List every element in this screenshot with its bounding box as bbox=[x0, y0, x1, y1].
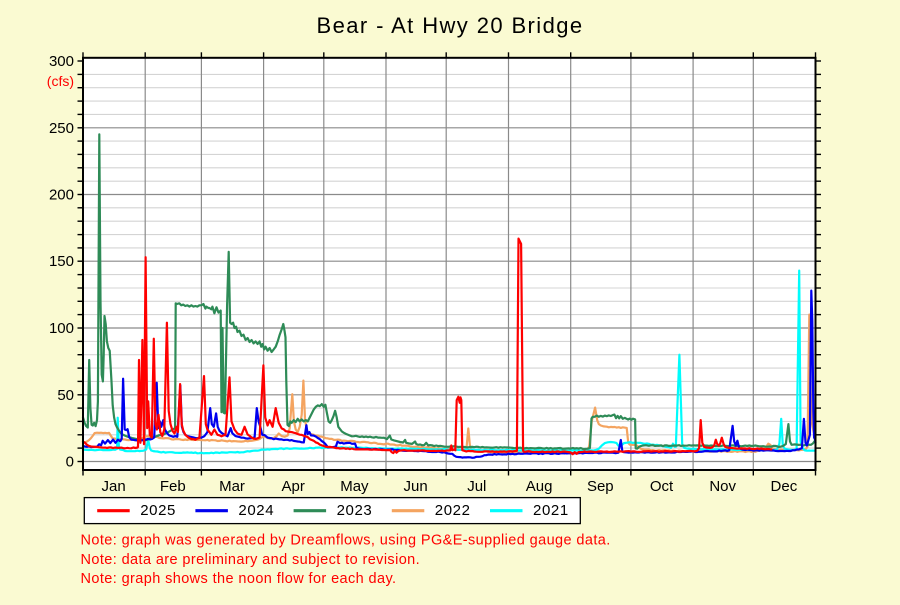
svg-text:Note: graph shows the noon flo: Note: graph shows the noon flow for each… bbox=[81, 571, 397, 587]
svg-text:Aug: Aug bbox=[526, 478, 553, 495]
svg-text:50: 50 bbox=[57, 387, 74, 404]
svg-text:2023: 2023 bbox=[337, 502, 373, 519]
svg-text:300: 300 bbox=[49, 53, 74, 70]
svg-text:100: 100 bbox=[49, 320, 74, 337]
svg-text:2025: 2025 bbox=[140, 502, 176, 519]
svg-text:Note: graph was generated by D: Note: graph was generated by Dreamflows,… bbox=[81, 533, 611, 549]
svg-text:Dec: Dec bbox=[771, 478, 798, 495]
svg-text:(cfs): (cfs) bbox=[47, 73, 74, 89]
svg-text:Jan: Jan bbox=[102, 478, 126, 495]
svg-text:Note: data are preliminary and: Note: data are preliminary and subject t… bbox=[81, 552, 421, 568]
svg-text:Sep: Sep bbox=[587, 478, 614, 495]
svg-text:Oct: Oct bbox=[650, 478, 674, 495]
svg-text:Apr: Apr bbox=[282, 478, 305, 495]
svg-text:2024: 2024 bbox=[238, 502, 274, 519]
svg-text:Mar: Mar bbox=[219, 478, 245, 495]
svg-text:2022: 2022 bbox=[435, 502, 471, 519]
svg-text:Jun: Jun bbox=[404, 478, 428, 495]
svg-text:Feb: Feb bbox=[160, 478, 186, 495]
svg-text:150: 150 bbox=[49, 253, 74, 270]
svg-text:Bear - At Hwy 20 Bridge: Bear - At Hwy 20 Bridge bbox=[317, 13, 584, 38]
svg-text:Jul: Jul bbox=[467, 478, 486, 495]
svg-text:0: 0 bbox=[66, 454, 74, 471]
svg-text:250: 250 bbox=[49, 120, 74, 137]
svg-text:Nov: Nov bbox=[709, 478, 736, 495]
svg-text:May: May bbox=[340, 478, 369, 495]
svg-text:200: 200 bbox=[49, 187, 74, 204]
svg-text:2021: 2021 bbox=[533, 502, 569, 519]
